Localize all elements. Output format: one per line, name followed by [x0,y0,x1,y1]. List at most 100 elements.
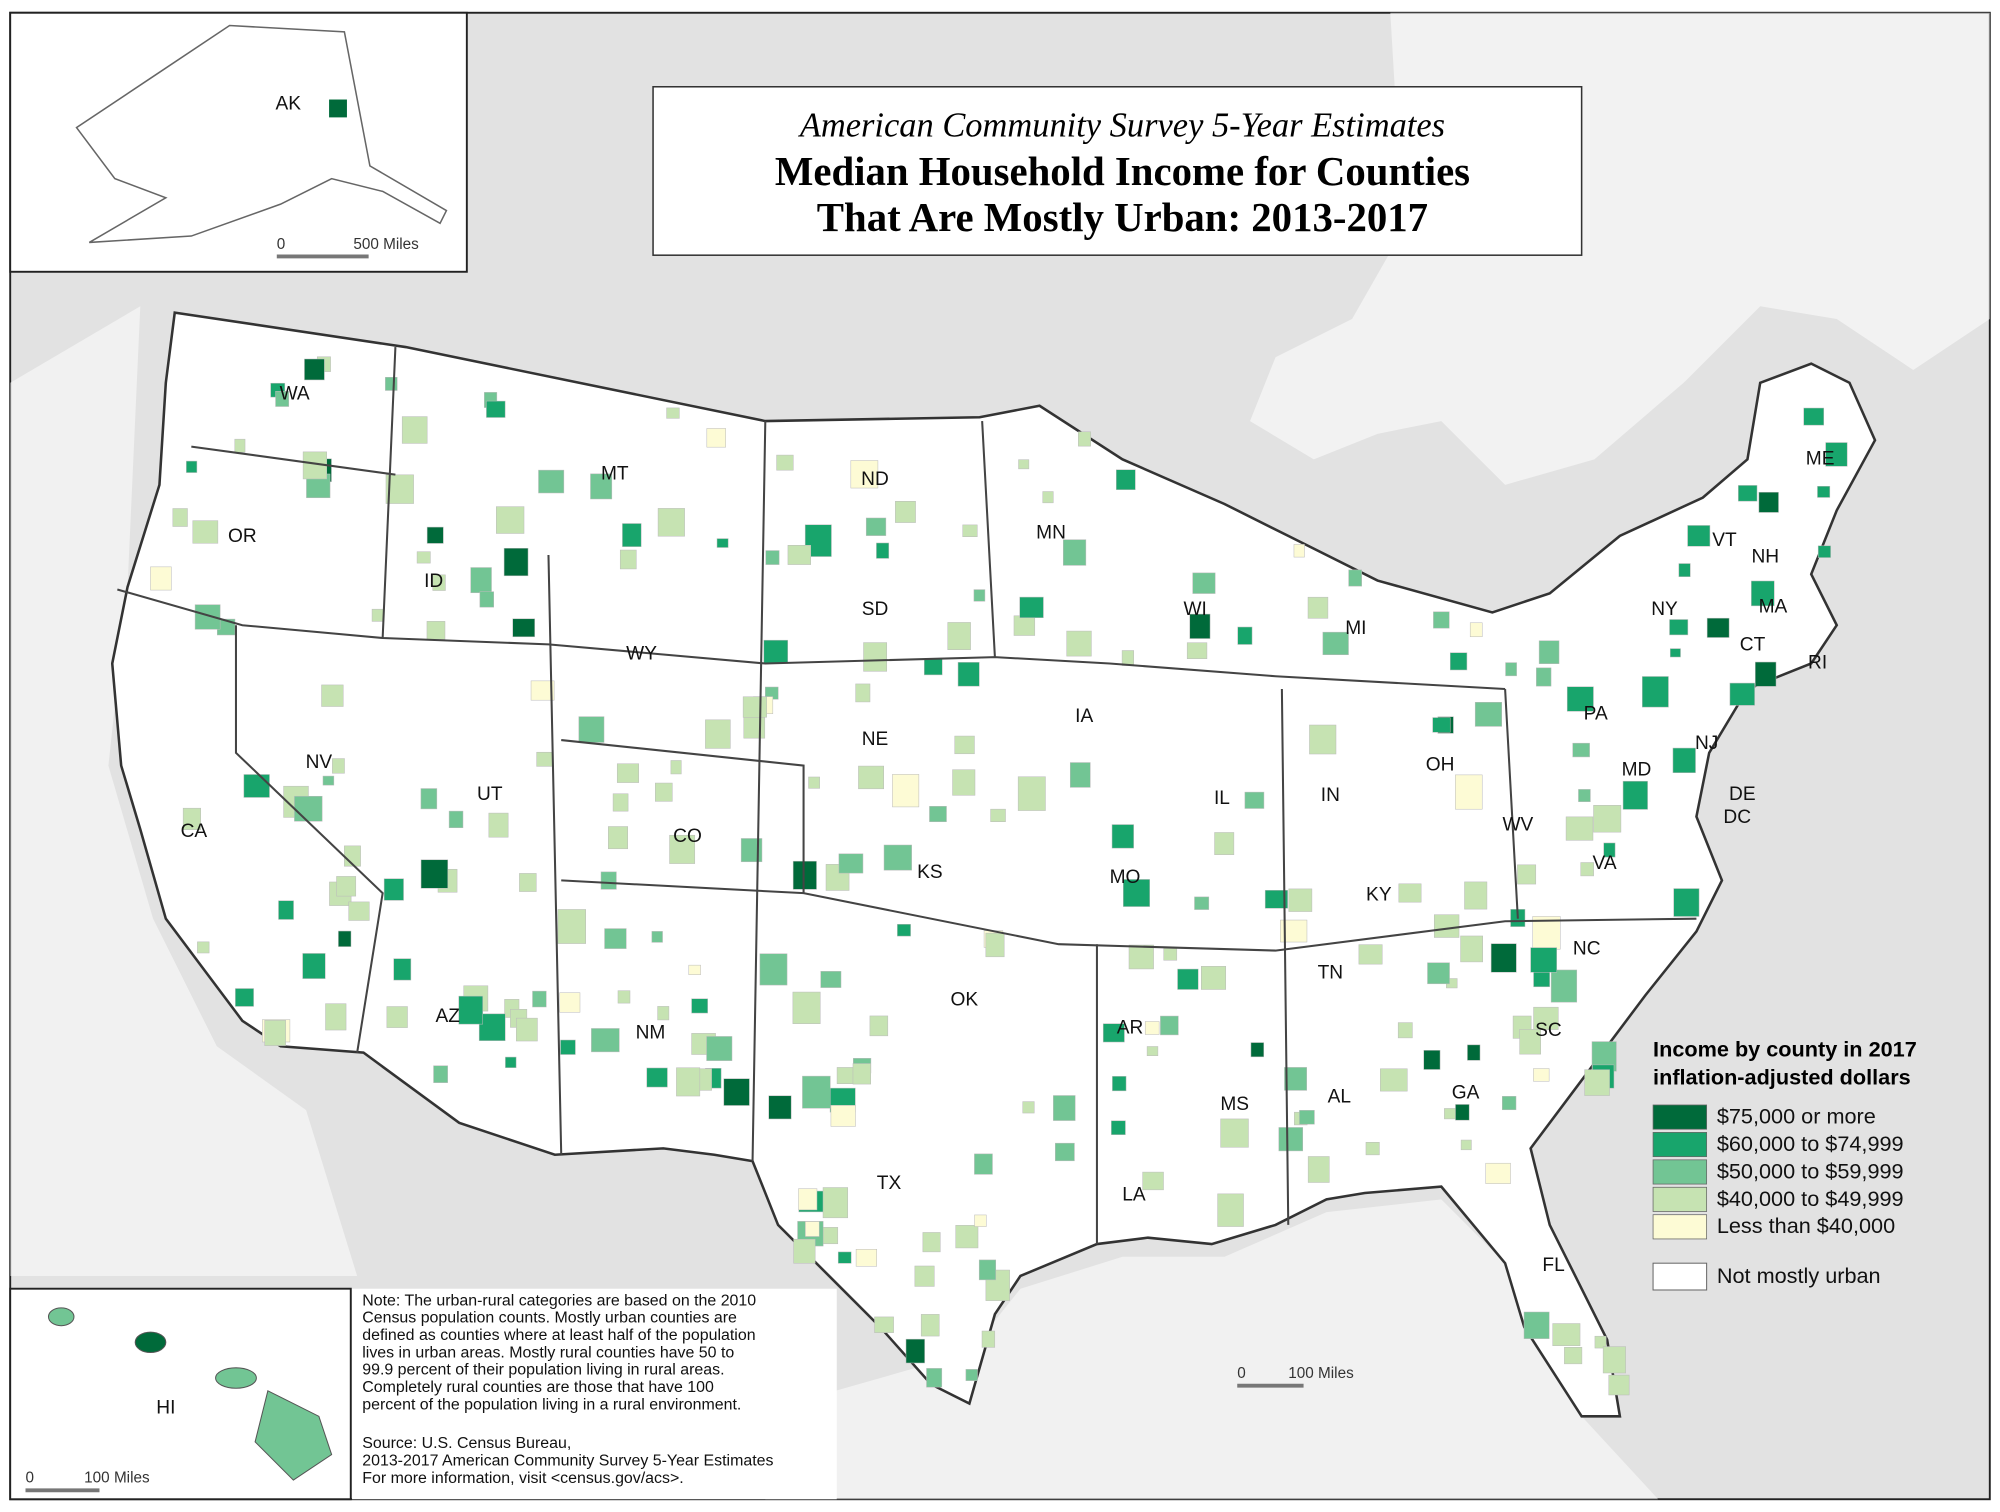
state-label: NH [1751,547,1779,568]
state-label: OR [228,526,257,547]
ocean [10,306,358,1276]
county [294,795,323,822]
county [1293,544,1305,558]
county [1444,1108,1457,1120]
county [1552,1323,1581,1346]
county [830,1105,856,1127]
county [792,860,817,890]
county [759,953,788,986]
county [1536,667,1552,687]
county [1519,1029,1541,1055]
county [336,876,357,897]
county [1380,1068,1408,1092]
county [905,1338,925,1364]
county [608,826,628,850]
county [1307,596,1329,619]
state-label: NV [306,752,333,773]
scale-label: 100 Miles [84,1470,150,1487]
county [1803,407,1825,426]
county [617,990,631,1004]
county [1550,969,1578,1003]
county [1186,642,1208,659]
state-label: MI [1345,618,1366,639]
state-label: MD [1622,760,1652,781]
county [433,1065,448,1083]
county [1433,611,1450,629]
county [892,774,920,808]
county [600,871,617,890]
county [1485,1162,1511,1184]
county [486,400,506,418]
county [371,608,384,622]
county [883,844,912,871]
county [1042,491,1054,504]
county [1523,1311,1550,1339]
county [1603,842,1616,858]
county [1201,966,1227,990]
county [985,932,1005,958]
title-box [652,85,1583,256]
county [1672,747,1696,773]
state-label: MN [1036,522,1066,543]
county [865,517,887,536]
county [560,1039,576,1055]
county [974,1153,993,1175]
county [990,808,1006,822]
county [1817,485,1831,498]
county [1019,596,1044,618]
state-label: IN [1321,785,1340,806]
county [655,782,673,802]
county [962,524,978,538]
county [1069,762,1091,788]
county [1160,1015,1179,1036]
county [855,683,871,703]
county [1593,805,1622,833]
county [723,1078,750,1106]
county [1237,626,1253,645]
state-label: KY [1366,885,1392,906]
county [302,953,326,979]
county [1146,1046,1159,1056]
county [1622,780,1648,810]
county [1144,1021,1160,1035]
county [863,642,888,672]
state-label: LA [1122,1185,1146,1206]
county [182,807,201,830]
island [254,1390,333,1481]
county [1533,1068,1550,1082]
county [978,1259,997,1281]
subtitle: American Community Survey 5-Year Estimat… [798,107,1445,145]
county [619,549,637,570]
county [505,1056,517,1068]
state-borders [117,347,1697,1245]
state-label: SD [862,599,889,620]
county [1053,1095,1076,1121]
county [676,1067,701,1097]
county [1111,824,1134,849]
state-label: RI [1808,653,1827,674]
county [338,930,352,947]
county [1264,890,1288,909]
county [973,589,986,602]
county [837,1251,852,1264]
state-label: NJ [1695,733,1718,754]
county [1608,1374,1630,1396]
county [1284,1067,1307,1091]
county [1022,1101,1035,1114]
county [926,1368,943,1388]
county [1427,962,1450,985]
state-label: TX [877,1173,902,1194]
county [768,1095,792,1120]
county [192,520,219,544]
county [691,998,708,1014]
legend-swatch [1652,1132,1708,1158]
county [591,1028,620,1053]
note-line: 99.9 percent of their population living … [362,1362,724,1379]
county [1078,431,1091,447]
county [1192,572,1216,594]
county [432,574,446,591]
county [1530,947,1557,973]
county [383,878,404,901]
state-label: AK [276,94,302,115]
county [1121,650,1134,666]
